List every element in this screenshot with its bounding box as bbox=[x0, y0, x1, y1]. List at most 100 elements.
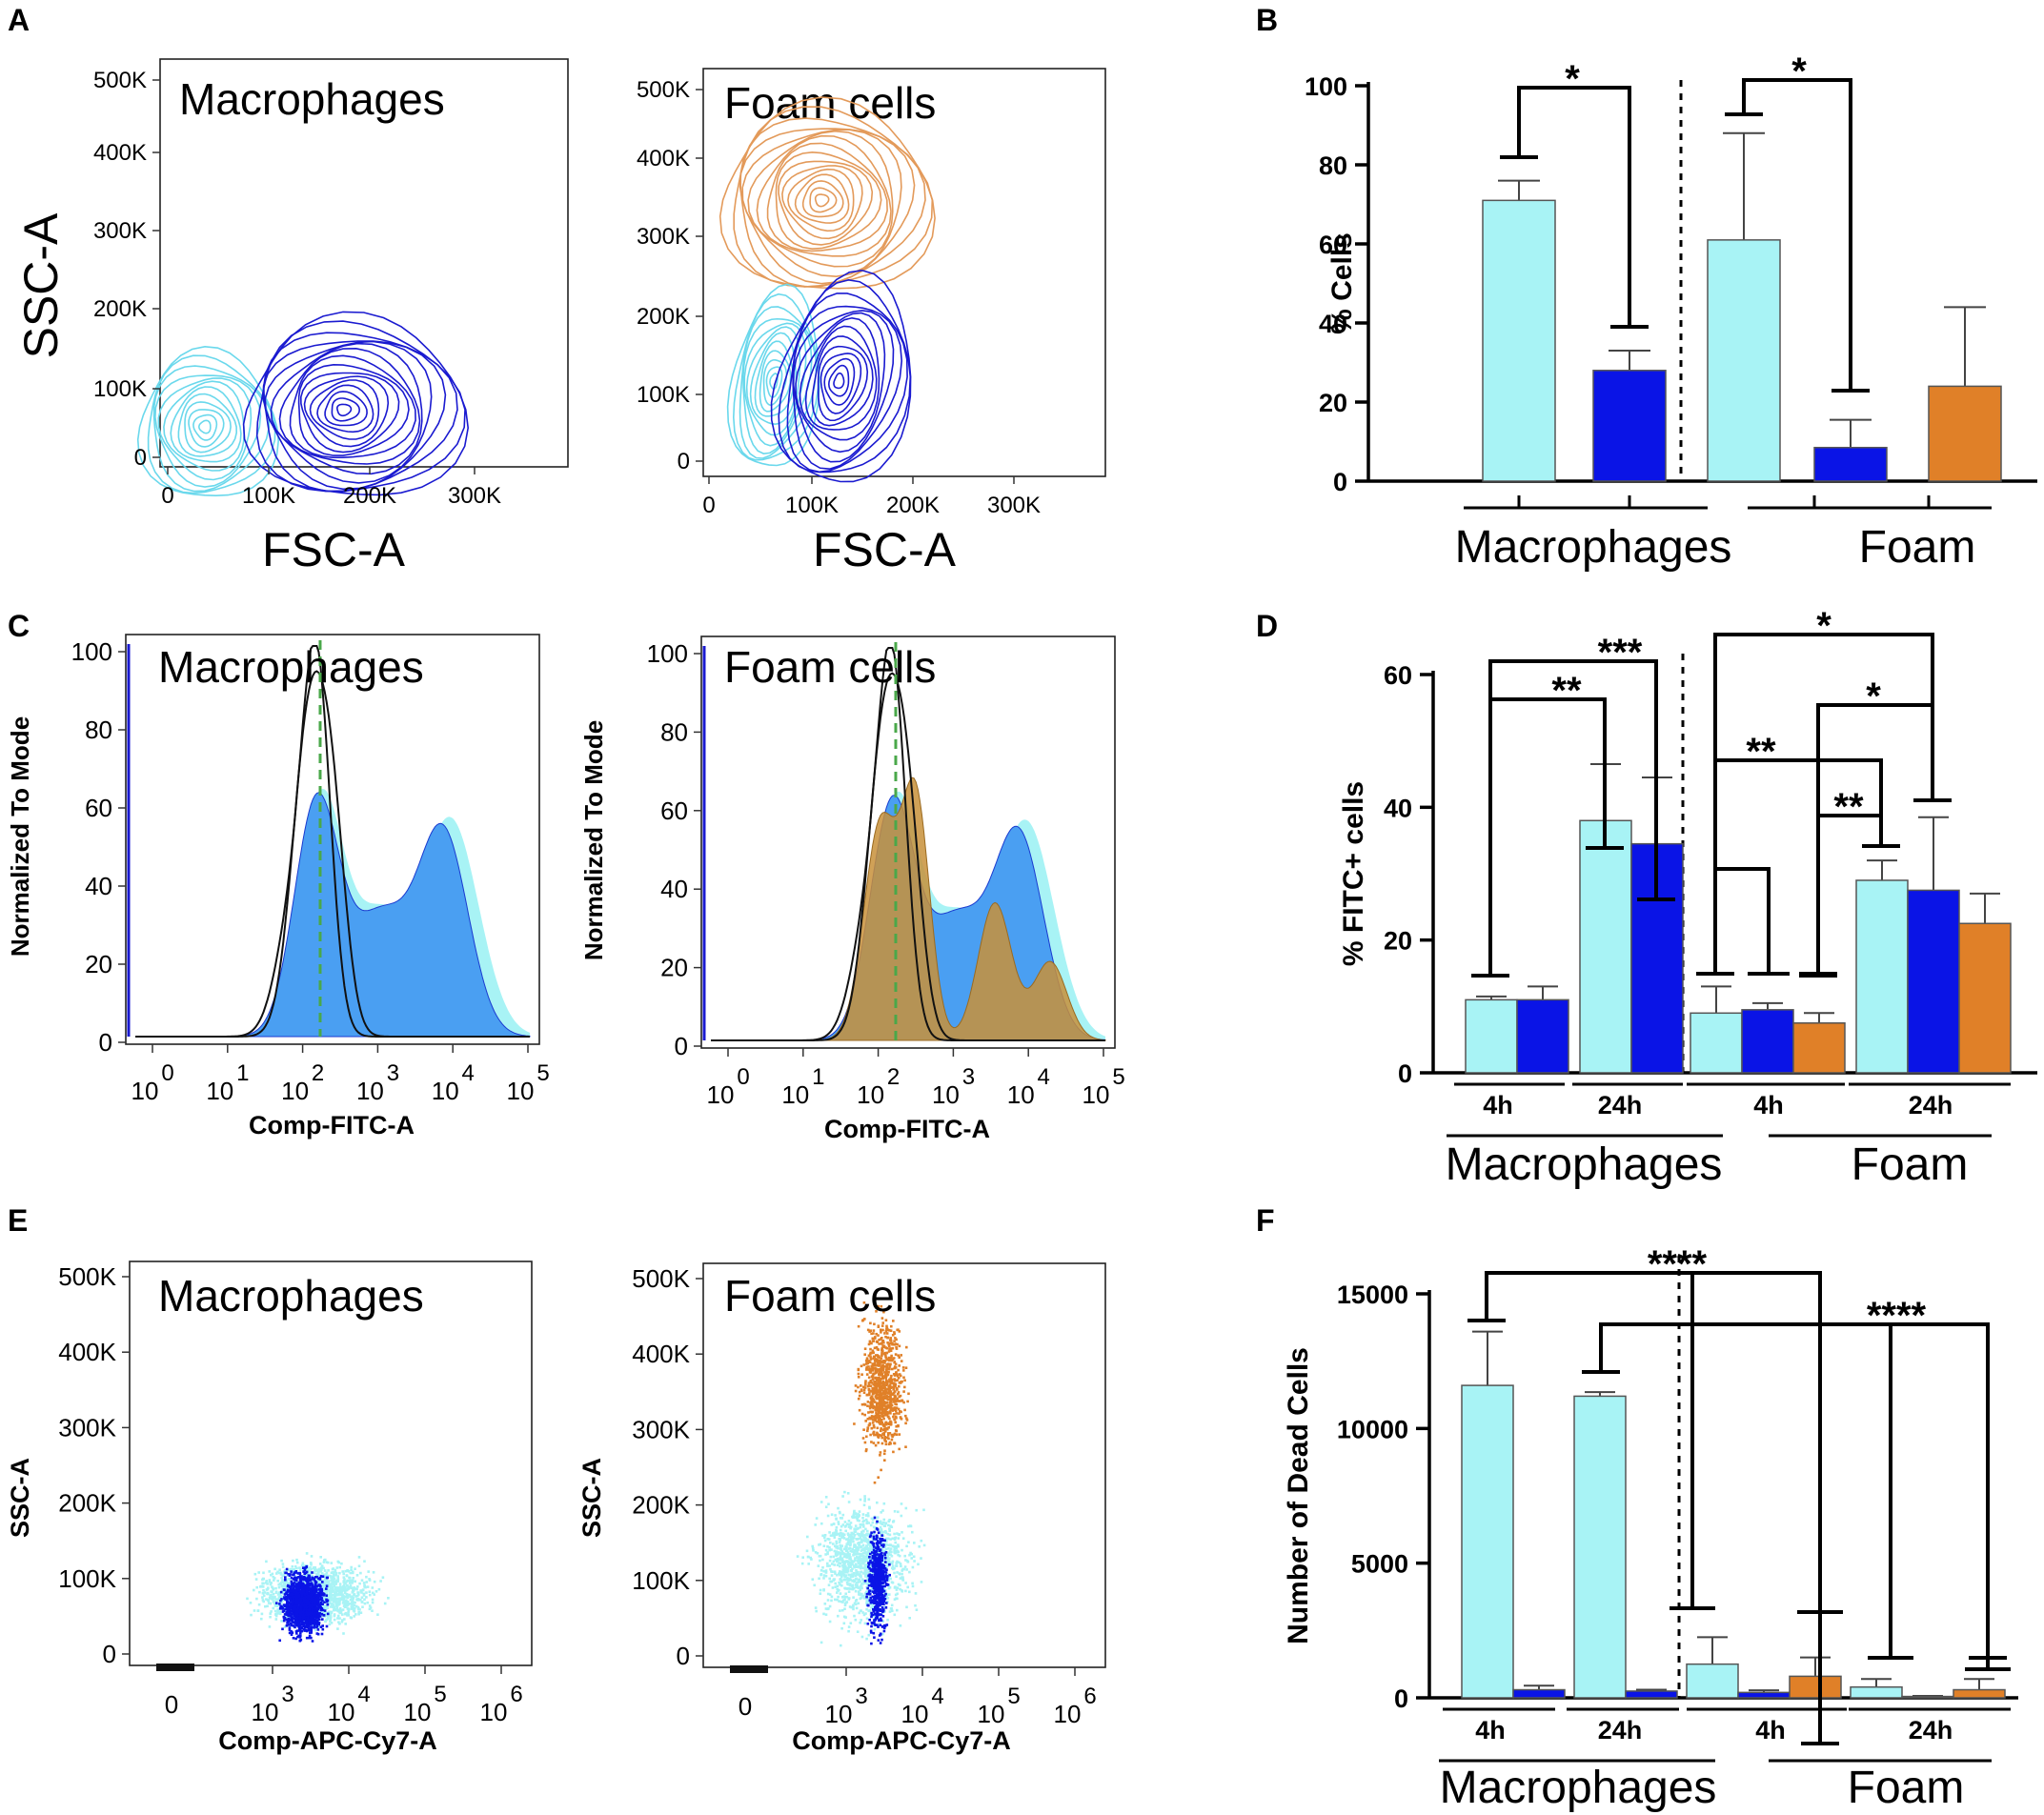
event-dot bbox=[310, 1620, 313, 1623]
event-dot bbox=[295, 1561, 299, 1564]
event-dot bbox=[885, 1324, 888, 1328]
event-dot bbox=[309, 1566, 312, 1569]
event-dot bbox=[262, 1582, 265, 1585]
event-dot bbox=[881, 1398, 885, 1402]
x-tick-label: 0 bbox=[165, 1690, 178, 1719]
event-dot bbox=[291, 1605, 294, 1609]
event-dot bbox=[273, 1577, 276, 1580]
event-dot bbox=[313, 1612, 316, 1616]
event-dot bbox=[367, 1570, 370, 1573]
event-dot bbox=[368, 1590, 372, 1593]
event-dot bbox=[309, 1627, 313, 1631]
event-dot bbox=[872, 1329, 876, 1332]
event-dot bbox=[843, 1521, 847, 1523]
event-dot bbox=[868, 1505, 871, 1509]
event-dot bbox=[280, 1620, 283, 1623]
event-dot bbox=[315, 1578, 318, 1582]
event-dot bbox=[332, 1576, 334, 1579]
event-dot bbox=[874, 1417, 878, 1420]
event-dot bbox=[291, 1565, 294, 1568]
event-dot bbox=[836, 1546, 840, 1550]
event-dot bbox=[890, 1433, 894, 1437]
event-dot bbox=[913, 1542, 916, 1544]
event-dot bbox=[279, 1590, 283, 1594]
event-dot bbox=[303, 1575, 306, 1579]
event-dot bbox=[883, 1386, 886, 1389]
event-dot bbox=[291, 1608, 293, 1612]
event-dot bbox=[885, 1413, 889, 1417]
event-dot bbox=[848, 1523, 851, 1526]
event-dot bbox=[897, 1328, 900, 1331]
event-dot bbox=[886, 1328, 890, 1332]
event-dot bbox=[283, 1588, 286, 1592]
event-dot bbox=[833, 1536, 837, 1539]
event-dot bbox=[345, 1596, 348, 1599]
event-dot bbox=[886, 1404, 890, 1408]
event-dot bbox=[865, 1361, 869, 1364]
x-tick-exponent: 2 bbox=[887, 1064, 900, 1090]
event-dot bbox=[855, 1515, 859, 1518]
event-dot bbox=[315, 1585, 318, 1588]
event-dot bbox=[342, 1600, 346, 1603]
event-dot bbox=[877, 1304, 880, 1308]
event-dot bbox=[895, 1372, 898, 1375]
event-dot bbox=[861, 1513, 865, 1516]
event-dot bbox=[311, 1591, 314, 1594]
event-dot bbox=[915, 1508, 918, 1512]
event-dot bbox=[264, 1582, 268, 1584]
event-dot bbox=[331, 1588, 334, 1591]
event-dot bbox=[321, 1575, 325, 1578]
event-dot bbox=[316, 1607, 320, 1611]
event-dot bbox=[867, 1601, 870, 1603]
event-dot bbox=[839, 1609, 841, 1612]
event-dot bbox=[870, 1381, 874, 1384]
event-dot bbox=[246, 1597, 249, 1601]
event-dot bbox=[310, 1611, 313, 1615]
event-dot bbox=[860, 1594, 864, 1598]
event-dot bbox=[904, 1366, 908, 1369]
event-dot bbox=[840, 1644, 842, 1647]
event-dot bbox=[889, 1422, 893, 1426]
event-dot bbox=[835, 1542, 839, 1545]
event-dot bbox=[262, 1577, 265, 1581]
event-dot bbox=[323, 1574, 327, 1577]
event-dot bbox=[323, 1604, 326, 1608]
event-dot bbox=[824, 1548, 828, 1552]
event-dot bbox=[858, 1534, 860, 1537]
event-dot bbox=[268, 1596, 272, 1600]
event-dot bbox=[900, 1514, 903, 1518]
event-dot bbox=[287, 1593, 290, 1596]
event-dot bbox=[845, 1581, 849, 1584]
event-dot bbox=[342, 1588, 345, 1592]
event-dot bbox=[893, 1532, 896, 1536]
event-dot bbox=[338, 1607, 342, 1610]
event-dot bbox=[828, 1604, 832, 1608]
event-dot bbox=[890, 1385, 894, 1389]
event-dot bbox=[855, 1585, 858, 1589]
event-dot bbox=[873, 1382, 877, 1385]
event-dot bbox=[849, 1587, 852, 1590]
event-dot bbox=[286, 1581, 290, 1584]
event-dot bbox=[908, 1553, 911, 1557]
event-dot bbox=[880, 1331, 882, 1334]
event-dot bbox=[818, 1577, 820, 1581]
event-dot bbox=[883, 1610, 886, 1613]
event-dot bbox=[290, 1576, 293, 1580]
event-dot bbox=[314, 1569, 316, 1573]
event-dot bbox=[329, 1620, 332, 1623]
event-dot bbox=[283, 1597, 286, 1600]
event-dot bbox=[893, 1373, 897, 1376]
panel-letter-d: D bbox=[1256, 609, 1278, 643]
event-dot bbox=[351, 1582, 354, 1584]
event-dot bbox=[302, 1590, 306, 1593]
event-dot bbox=[313, 1567, 316, 1571]
event-dot bbox=[271, 1585, 273, 1588]
event-dot bbox=[870, 1332, 873, 1336]
event-dot bbox=[281, 1563, 285, 1565]
event-dot bbox=[880, 1385, 882, 1388]
event-dot bbox=[867, 1342, 871, 1346]
event-dot bbox=[869, 1384, 872, 1387]
event-dot bbox=[858, 1394, 861, 1398]
event-dot bbox=[298, 1596, 302, 1599]
event-dot bbox=[882, 1417, 885, 1421]
